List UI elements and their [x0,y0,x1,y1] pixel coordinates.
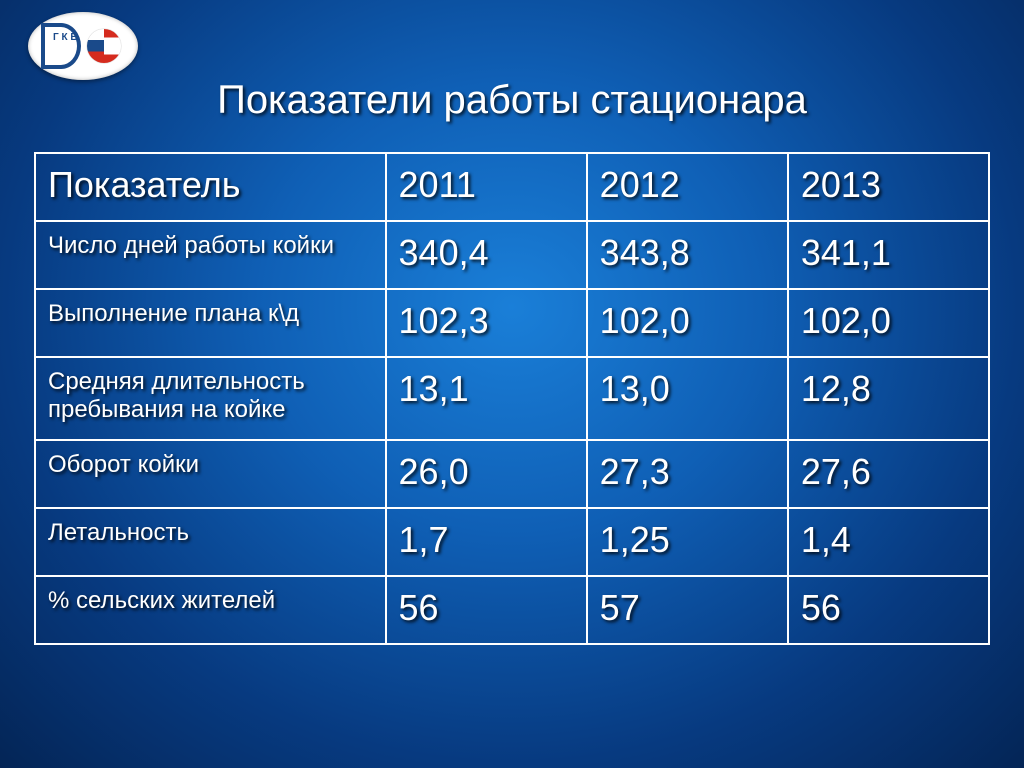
header-label: Показатель [35,153,386,221]
table-row: Число дней работы койки 340,4 343,8 341,… [35,221,989,289]
table-row: Средняя длительность пребывания на койке… [35,357,989,440]
cell: 1,25 [587,508,788,576]
cell: 26,0 [386,440,587,508]
cell: 343,8 [587,221,788,289]
cell: 13,1 [386,357,587,440]
cell: 102,3 [386,289,587,357]
table-row: % сельских жителей 56 57 56 [35,576,989,644]
cell: 27,6 [788,440,989,508]
row-label: Оборот койки [35,440,386,508]
header-year-1: 2012 [587,153,788,221]
table-row: Оборот койки 26,0 27,3 27,6 [35,440,989,508]
header-year-0: 2011 [386,153,587,221]
row-label: Выполнение плана к\д [35,289,386,357]
cell: 1,4 [788,508,989,576]
cell: 1,7 [386,508,587,576]
cell: 102,0 [788,289,989,357]
slide: Г К Б Показатели работы стационара Показ… [0,0,1024,768]
logo-flag-icon [87,29,121,63]
cell: 13,0 [587,357,788,440]
cell: 12,8 [788,357,989,440]
table-header-row: Показатель 2011 2012 2013 [35,153,989,221]
logo-inner: Г К Б [39,19,127,73]
indicators-table: Показатель 2011 2012 2013 Число дней раб… [34,152,990,645]
table-row: Летальность 1,7 1,25 1,4 [35,508,989,576]
cell: 56 [788,576,989,644]
logo-badge: Г К Б [28,12,138,80]
row-label: Число дней работы койки [35,221,386,289]
logo-letter-d [41,23,81,69]
slide-title: Показатели работы стационара [0,78,1024,123]
cell: 57 [587,576,788,644]
cell: 341,1 [788,221,989,289]
logo-monogram: Г К Б [53,33,78,42]
cell: 340,4 [386,221,587,289]
header-year-2: 2013 [788,153,989,221]
cell: 102,0 [587,289,788,357]
row-label: Средняя длительность пребывания на койке [35,357,386,440]
cell: 56 [386,576,587,644]
cell: 27,3 [587,440,788,508]
row-label: Летальность [35,508,386,576]
row-label: % сельских жителей [35,576,386,644]
table-row: Выполнение плана к\д 102,3 102,0 102,0 [35,289,989,357]
